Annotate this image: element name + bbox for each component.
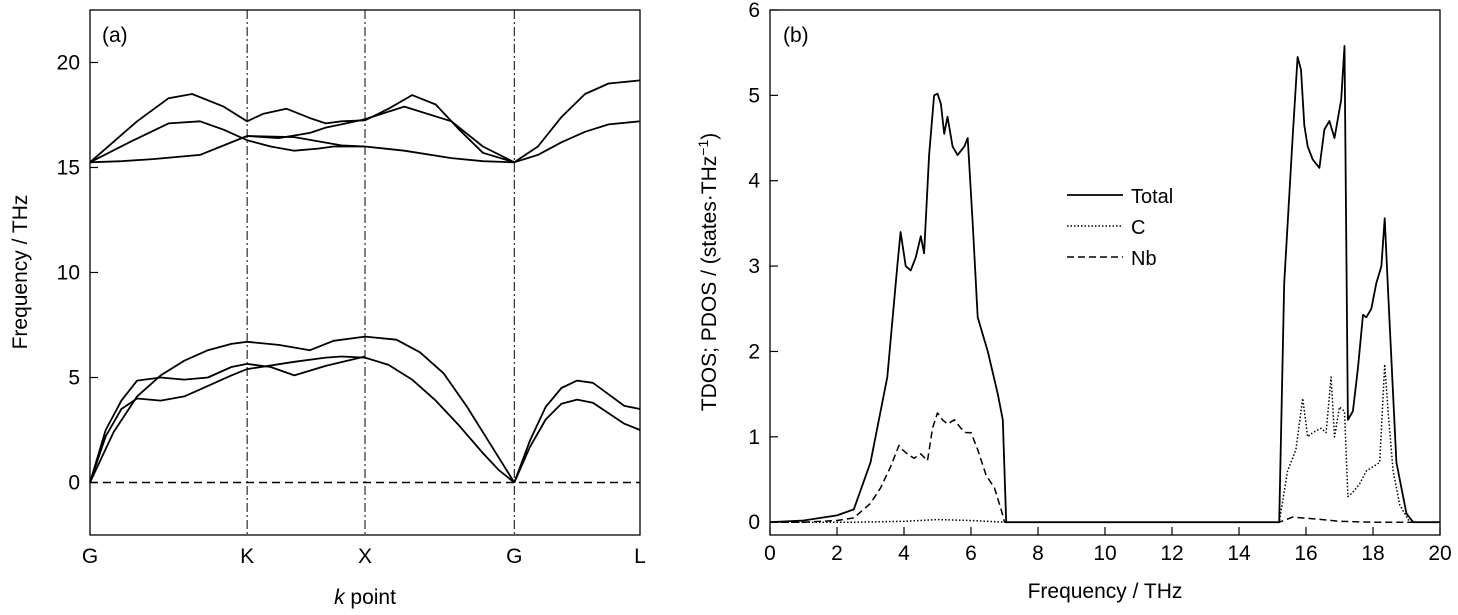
panel-b-y-axis-title-end: ) [698, 133, 721, 140]
kpoint-label: K [240, 545, 254, 568]
panel-b-series [769, 45, 1440, 524]
y-tick-label: 6 [748, 0, 760, 22]
panel-a-dispersion-chart: 0 5 10 15 20 G K X G L (a) k point Frequency / T… [9, 9, 646, 609]
phonon-branch-6 [513, 79, 641, 164]
phonon-branch-7 [89, 355, 515, 484]
series-total-line [769, 45, 1440, 524]
phonon-branch-2 [89, 120, 365, 164]
phonon-branch-11 [513, 379, 641, 483]
kpoint-label: G [82, 545, 98, 568]
legend-label-total: Total [1131, 186, 1173, 208]
y-tick-label: 5 [68, 367, 80, 390]
panel-a-y-ticks: 0 5 10 15 20 [57, 52, 98, 495]
y-tick-label: 3 [748, 255, 760, 278]
x-tick-label: 16 [1294, 542, 1317, 565]
phonon-branch-3 [247, 105, 515, 164]
panel-a-label: (a) [102, 24, 128, 47]
panel-b-y-axis-title-main: TDOS; PDOS / (states·THz [698, 156, 721, 412]
x-tick-label: 18 [1361, 542, 1384, 565]
y-tick-label: 4 [748, 170, 760, 193]
legend-label-nb: Nb [1131, 248, 1157, 270]
kpoint-label: G [506, 545, 522, 568]
panel-b-frame [769, 9, 1441, 536]
phonon-branch-1 [89, 135, 515, 164]
panel-b-label: (b) [783, 24, 809, 47]
panel-b-y-axis-title: TDOS; PDOS / (states·THz−1) [695, 133, 721, 412]
x-tick-label: 2 [831, 542, 843, 565]
legend-label-c: C [1131, 217, 1145, 239]
y-tick-label: 1 [748, 426, 760, 449]
phonon-branch-9 [89, 335, 516, 483]
y-tick-label: 15 [57, 157, 80, 180]
panel-a-x-axis-title-k: k [334, 586, 346, 609]
panel-b-x-axis-title: Frequency / THz [1028, 580, 1183, 603]
panel-a-x-axis-title: k point [334, 586, 396, 609]
x-tick-label: 4 [898, 542, 910, 565]
y-tick-label: 0 [68, 472, 80, 495]
panel-b-y-axis-title-sup: −1 [695, 140, 711, 156]
phonon-branch-8 [89, 355, 366, 483]
panel-b-x-ticks: 0 2 4 6 8 10 12 14 16 18 20 [764, 527, 1452, 565]
x-tick-label: 12 [1160, 542, 1183, 565]
x-tick-label: 0 [764, 542, 776, 565]
phonon-branch-5 [514, 120, 641, 164]
x-tick-label: 20 [1428, 542, 1451, 565]
x-tick-label: 10 [1093, 542, 1116, 565]
panel-a-kpoint-dividers [90, 10, 640, 535]
phonon-branch-10 [513, 398, 641, 483]
panel-b-y-ticks: 0 1 2 3 4 5 6 [748, 0, 778, 534]
panel-a-x-axis-title-rest: point [345, 586, 397, 609]
x-tick-label: 14 [1227, 542, 1251, 565]
y-tick-label: 2 [748, 340, 760, 363]
panel-b-legend: Total C Nb [1067, 186, 1173, 270]
phonon-branch-4 [89, 93, 515, 164]
panel-a-y-axis-title: Frequency / THz [9, 195, 32, 350]
panel-a-branches [89, 79, 641, 484]
kpoint-label: X [358, 545, 372, 568]
kpoint-label: L [634, 545, 646, 568]
y-tick-label: 20 [57, 52, 80, 75]
y-tick-label: 5 [748, 84, 760, 107]
y-tick-label: 0 [748, 511, 760, 534]
series-c-line [770, 363, 1440, 523]
y-tick-label: 10 [57, 262, 80, 285]
series-nb-line [770, 412, 1440, 523]
x-tick-label: 6 [965, 542, 977, 565]
x-tick-label: 8 [1032, 542, 1044, 565]
